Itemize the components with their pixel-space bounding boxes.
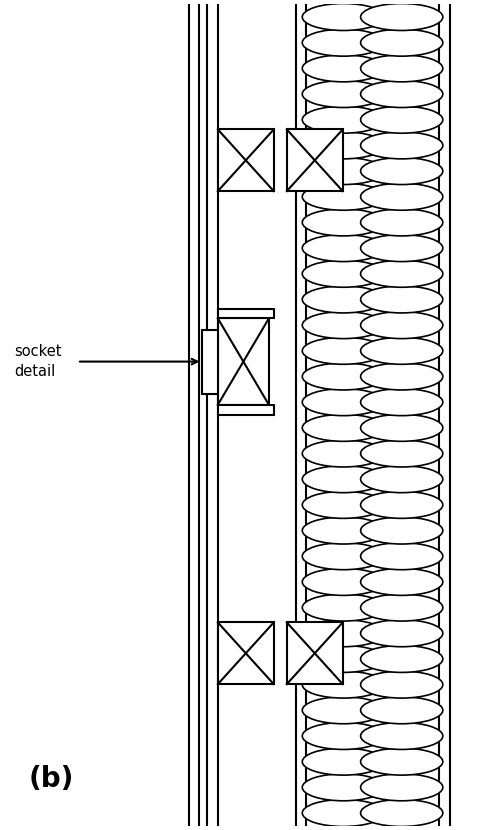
Ellipse shape — [302, 748, 384, 775]
Ellipse shape — [302, 183, 384, 210]
Ellipse shape — [361, 311, 443, 339]
Ellipse shape — [361, 671, 443, 698]
Ellipse shape — [302, 697, 384, 724]
Ellipse shape — [302, 388, 384, 416]
Ellipse shape — [302, 261, 384, 287]
Ellipse shape — [361, 261, 443, 287]
Ellipse shape — [302, 158, 384, 184]
Ellipse shape — [361, 774, 443, 801]
Ellipse shape — [361, 799, 443, 827]
Ellipse shape — [361, 337, 443, 364]
Ellipse shape — [361, 466, 443, 493]
Ellipse shape — [302, 799, 384, 827]
Ellipse shape — [361, 440, 443, 467]
Ellipse shape — [361, 29, 443, 56]
Ellipse shape — [302, 29, 384, 56]
Ellipse shape — [361, 517, 443, 544]
Ellipse shape — [361, 286, 443, 313]
Ellipse shape — [361, 697, 443, 724]
Bar — [218, 129, 274, 191]
Ellipse shape — [302, 132, 384, 159]
Ellipse shape — [361, 363, 443, 390]
Ellipse shape — [361, 543, 443, 569]
Ellipse shape — [302, 337, 384, 364]
Ellipse shape — [302, 517, 384, 544]
Ellipse shape — [302, 722, 384, 749]
Ellipse shape — [302, 543, 384, 569]
Ellipse shape — [302, 106, 384, 133]
Ellipse shape — [302, 81, 384, 108]
Ellipse shape — [302, 209, 384, 236]
Ellipse shape — [361, 158, 443, 184]
Ellipse shape — [361, 132, 443, 159]
Ellipse shape — [361, 594, 443, 621]
Ellipse shape — [361, 388, 443, 416]
Bar — [218, 405, 274, 415]
Ellipse shape — [361, 235, 443, 261]
Bar — [287, 622, 343, 684]
Ellipse shape — [302, 414, 384, 442]
Ellipse shape — [361, 106, 443, 133]
Ellipse shape — [302, 620, 384, 647]
Ellipse shape — [302, 569, 384, 595]
Ellipse shape — [302, 286, 384, 313]
Ellipse shape — [361, 620, 443, 647]
Ellipse shape — [302, 440, 384, 467]
Ellipse shape — [361, 183, 443, 210]
Ellipse shape — [302, 55, 384, 82]
Ellipse shape — [361, 414, 443, 442]
Ellipse shape — [302, 235, 384, 261]
Ellipse shape — [302, 3, 384, 31]
Ellipse shape — [361, 209, 443, 236]
Ellipse shape — [302, 466, 384, 493]
Ellipse shape — [302, 671, 384, 698]
Ellipse shape — [361, 646, 443, 672]
Bar — [218, 622, 274, 684]
Ellipse shape — [302, 594, 384, 621]
Ellipse shape — [302, 363, 384, 390]
Text: (b): (b) — [29, 765, 74, 793]
Bar — [218, 309, 274, 319]
Ellipse shape — [302, 491, 384, 519]
Ellipse shape — [361, 722, 443, 749]
Ellipse shape — [361, 55, 443, 82]
Ellipse shape — [302, 774, 384, 801]
Ellipse shape — [302, 311, 384, 339]
Ellipse shape — [361, 3, 443, 31]
Bar — [287, 129, 343, 191]
Bar — [203, 330, 218, 393]
Bar — [218, 319, 269, 405]
Ellipse shape — [361, 748, 443, 775]
Ellipse shape — [361, 491, 443, 519]
Text: socket
detail: socket detail — [14, 344, 61, 379]
Ellipse shape — [361, 569, 443, 595]
Ellipse shape — [361, 81, 443, 108]
Ellipse shape — [302, 646, 384, 672]
